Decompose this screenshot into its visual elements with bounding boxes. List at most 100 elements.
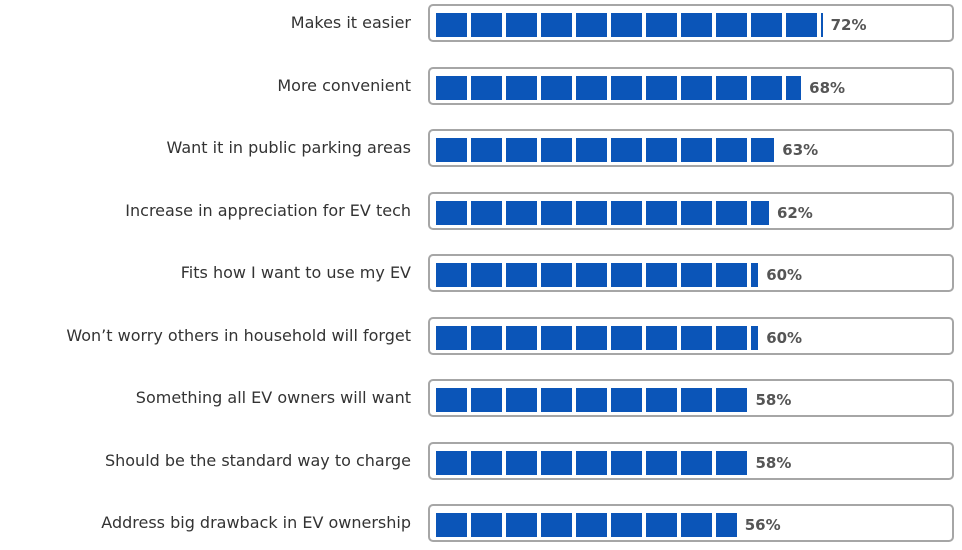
bar-segment	[786, 13, 817, 37]
bar-segment	[506, 263, 537, 287]
bar-segment	[471, 388, 502, 412]
bar-segment	[611, 263, 642, 287]
bar-segment	[471, 200, 502, 225]
bar-segment	[646, 263, 677, 287]
bar-track: 58%	[428, 441, 954, 480]
bar-segment	[541, 513, 572, 537]
value-label: 63%	[782, 141, 819, 159]
bar-segment	[681, 388, 712, 412]
bar-segment	[751, 325, 759, 350]
bar-segment	[471, 325, 502, 350]
bar-track: 56%	[428, 504, 954, 542]
bar-segment	[646, 388, 677, 412]
bar-segment	[646, 200, 677, 225]
bar-track: 72%	[428, 4, 954, 42]
bar-segment	[681, 263, 712, 287]
bar-segment	[436, 200, 467, 225]
category-label: More convenient	[277, 75, 411, 95]
bar-track: 60%	[428, 316, 954, 355]
bar-segment	[611, 513, 642, 537]
bar-segment	[576, 13, 607, 37]
bar-segment	[506, 513, 537, 537]
bar-track: 58%	[428, 379, 954, 417]
bar-segment	[681, 200, 712, 225]
value-label: 58%	[755, 391, 792, 409]
value-label: 60%	[766, 328, 803, 347]
bar-segment	[541, 75, 572, 100]
bar-segment	[576, 450, 607, 475]
bar-segment	[471, 513, 502, 537]
bar-segment	[821, 13, 823, 37]
category-label: Address big drawback in EV ownership	[101, 513, 411, 532]
category-label: Fits how I want to use my EV	[180, 263, 411, 282]
bar-segment	[751, 13, 782, 37]
bar-segment	[541, 263, 572, 287]
bar-segment	[681, 75, 712, 100]
bar-segment	[506, 450, 537, 475]
bar-segment	[506, 138, 537, 162]
bar-segment	[506, 388, 537, 412]
bar-segment	[471, 138, 502, 162]
bar-segment	[471, 75, 502, 100]
bar-segment	[611, 13, 642, 37]
bar-segment	[576, 75, 607, 100]
bar-segment	[576, 263, 607, 287]
bar-segment	[611, 138, 642, 162]
bar-segment	[436, 138, 467, 162]
bar-segment	[541, 138, 572, 162]
bar-segment	[541, 200, 572, 225]
bar-segment	[646, 75, 677, 100]
bar-segment	[541, 450, 572, 475]
bar-segment	[576, 200, 607, 225]
bar-segment	[506, 75, 537, 100]
bar-segment	[576, 513, 607, 537]
bar-segment	[646, 138, 677, 162]
bar-segment	[716, 450, 747, 475]
bar-segment	[716, 325, 747, 350]
value-label: 68%	[809, 78, 846, 97]
bar-segment	[751, 75, 782, 100]
bar-segment	[646, 325, 677, 350]
bar-segment	[436, 450, 467, 475]
bar-segment	[681, 138, 712, 162]
bar-segment	[436, 513, 467, 537]
bar-segment	[716, 200, 747, 225]
category-label: Won’t worry others in household will for…	[66, 325, 411, 345]
bar-segment	[751, 138, 775, 162]
bar-segment	[716, 388, 747, 412]
bar-segment	[436, 13, 467, 37]
bar-segment	[716, 13, 747, 37]
bar-segment	[751, 200, 769, 225]
bar-segment	[471, 450, 502, 475]
bar-track: 68%	[428, 66, 954, 105]
bar-segment	[716, 263, 747, 287]
category-label: Should be the standard way to charge	[104, 450, 411, 470]
bar-segment	[611, 450, 642, 475]
bar-segment	[436, 263, 467, 287]
bar-segment	[681, 513, 712, 537]
bar-segment	[436, 388, 467, 412]
bar-segment	[471, 263, 502, 287]
bar-track: 60%	[428, 254, 954, 292]
bar-segment	[681, 325, 712, 350]
bar-segment	[646, 13, 677, 37]
bar-segment	[576, 325, 607, 350]
value-label: 62%	[776, 203, 813, 222]
bar-track: 62%	[428, 191, 954, 230]
bar-segment	[751, 263, 759, 287]
category-label: Increase in appreciation for EV tech	[125, 200, 411, 220]
bar-segment	[541, 325, 572, 350]
bar-segment	[646, 513, 677, 537]
bar-segment	[681, 450, 712, 475]
bar-segment	[646, 450, 677, 475]
bar-segment	[436, 75, 467, 100]
bar-segment	[541, 388, 572, 412]
bar-segment	[506, 200, 537, 225]
bar-segment	[786, 75, 802, 100]
bar-segment	[576, 388, 607, 412]
bar-segment	[716, 513, 737, 537]
bar-segment	[541, 13, 572, 37]
value-label: 58%	[755, 453, 792, 472]
bar-segment	[611, 325, 642, 350]
